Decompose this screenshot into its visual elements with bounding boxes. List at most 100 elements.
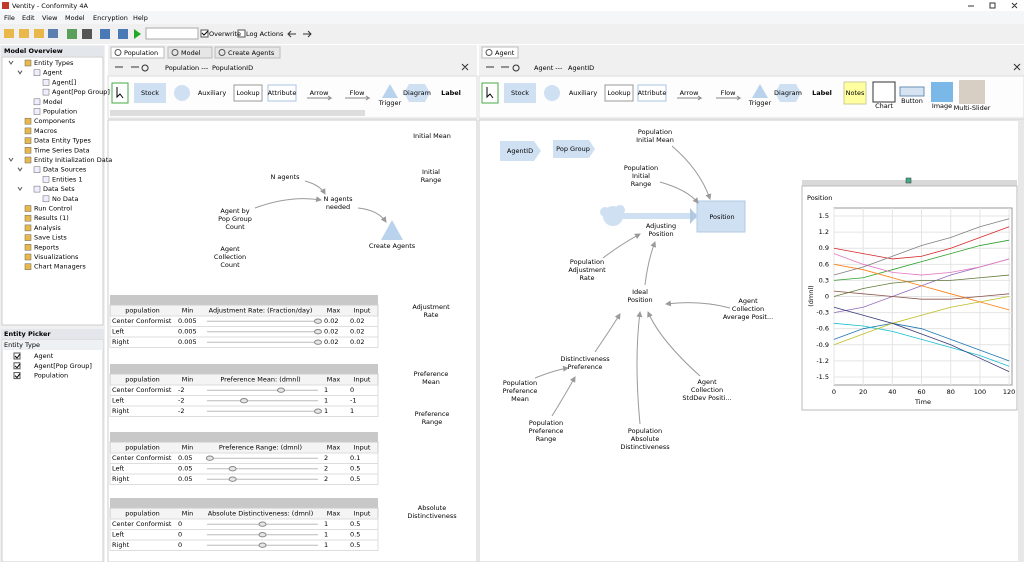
- tab-label[interactable]: Model: [181, 49, 201, 57]
- palette-tool[interactable]: Lookup: [607, 89, 630, 97]
- tree-item[interactable]: Time Series Data: [33, 146, 90, 154]
- diagram-node-label[interactable]: Initial: [632, 172, 650, 180]
- diagram-node-label[interactable]: Population: [503, 379, 537, 387]
- palette-tool[interactable]: Attribute: [638, 89, 667, 97]
- diagram-node-label[interactable]: Position: [627, 296, 652, 304]
- tree-item[interactable]: No Data: [52, 195, 78, 203]
- tree-item[interactable]: Components: [34, 117, 76, 125]
- checkbox[interactable]: [13, 352, 21, 360]
- diagram-node-label[interactable]: Collection: [214, 253, 246, 261]
- slider-thumb[interactable]: [228, 476, 237, 482]
- cell-input[interactable]: 0: [350, 386, 354, 394]
- menu-item[interactable]: View: [42, 14, 58, 22]
- diagram-node-label[interactable]: Distinctiveness: [560, 355, 610, 363]
- toolbar-icons-rect[interactable]: [82, 29, 92, 39]
- palette-tool[interactable]: Diagram: [403, 89, 431, 97]
- cell-input[interactable]: 0.02: [350, 317, 364, 325]
- diagram-node-label[interactable]: Collection: [732, 305, 764, 313]
- diagram-node-label[interactable]: Preference: [568, 363, 603, 371]
- diagram-node-label[interactable]: Create Agents: [369, 242, 416, 250]
- overwrite-checkbox-label[interactable]: Overwrite: [209, 30, 241, 38]
- diagram-node-label[interactable]: Position: [709, 213, 734, 221]
- palette-tool[interactable]: Chart: [875, 102, 893, 110]
- toolbar-icons-rect[interactable]: [100, 29, 110, 39]
- chart-handle[interactable]: [905, 177, 912, 184]
- tab-label[interactable]: Agent: [495, 49, 515, 57]
- diagram-node-label[interactable]: Mean: [511, 395, 529, 403]
- tab-label[interactable]: Create Agents: [228, 49, 275, 57]
- cell-input[interactable]: 0.5: [350, 520, 360, 528]
- diagram-node-label[interactable]: Collection: [691, 386, 723, 394]
- palette-tool[interactable]: Diagram: [774, 89, 802, 97]
- palette-tool[interactable]: Label: [812, 89, 832, 97]
- toolbar-icons[interactable]: [4, 27, 312, 40]
- palette-tool[interactable]: Flow: [350, 89, 366, 97]
- toolbar-icons-rect[interactable]: [200, 29, 209, 38]
- palette-tool[interactable]: Arrow: [680, 89, 700, 97]
- tree-item[interactable]: Data Sources: [43, 166, 87, 174]
- diagram-node-label[interactable]: Agent: [220, 245, 240, 253]
- cloud-tool[interactable]: [174, 85, 190, 101]
- log-actions-checkbox-label[interactable]: Log Actions: [246, 30, 284, 38]
- tree-item[interactable]: Analysis: [34, 224, 61, 232]
- menu-item[interactable]: Model: [65, 14, 85, 22]
- palette-tool[interactable]: Trigger: [748, 99, 772, 107]
- palette-tool[interactable]: Auxiliary: [569, 89, 597, 97]
- toolbar-icons-rect[interactable]: [4, 29, 14, 38]
- cloud-tool[interactable]: [544, 85, 560, 101]
- diagram-node-label[interactable]: AgentID: [507, 147, 533, 155]
- diagram-node-label[interactable]: Pop Group: [218, 215, 252, 223]
- palette-tool[interactable]: Label: [441, 89, 461, 97]
- tree-item[interactable]: Save Lists: [34, 234, 67, 242]
- toolbar-icons-rect[interactable]: [145, 27, 199, 40]
- tree-item[interactable]: Entity Initialization Data: [34, 156, 112, 164]
- diagram-node-label[interactable]: Rate: [580, 274, 595, 282]
- palette-tool[interactable]: Stock: [511, 89, 529, 97]
- pointer-tool[interactable]: [111, 82, 129, 104]
- entity-type[interactable]: Population: [34, 372, 68, 380]
- tree-item[interactable]: Data Entity Types: [34, 137, 92, 145]
- palette-tool[interactable]: Notes: [846, 89, 865, 97]
- menu-item[interactable]: File: [4, 14, 15, 22]
- tree-item[interactable]: Visualizations: [34, 253, 79, 261]
- tab[interactable]: [214, 46, 281, 59]
- tree-item[interactable]: Agent: [43, 69, 63, 77]
- cell-input[interactable]: 0.5: [350, 465, 360, 473]
- tree-item[interactable]: Macros: [34, 127, 58, 135]
- diagram-node-label[interactable]: Preference: [529, 427, 564, 435]
- toolbar-icons-path[interactable]: [201, 30, 209, 36]
- toolbar-icons-rect[interactable]: [48, 29, 58, 38]
- cell-input[interactable]: 0.5: [350, 475, 360, 483]
- diagram-node-label[interactable]: Agent by: [220, 207, 249, 215]
- cell-input[interactable]: 0.5: [350, 541, 360, 549]
- cell-input[interactable]: 0.02: [350, 328, 364, 336]
- tree-item[interactable]: Entity Types: [34, 59, 74, 67]
- diagram-node-label[interactable]: Pop Group: [556, 145, 590, 153]
- diagram-node-label[interactable]: Agent: [738, 297, 758, 305]
- tab[interactable]: [110, 46, 165, 59]
- tab-label[interactable]: Population: [124, 49, 158, 57]
- tree-item[interactable]: Results (1): [34, 214, 69, 222]
- palette-tool[interactable]: Button: [901, 97, 923, 105]
- menu-item[interactable]: Edit: [22, 14, 35, 22]
- slider-thumb[interactable]: [314, 318, 322, 324]
- slider-thumb[interactable]: [314, 329, 322, 335]
- tree-item[interactable]: Population: [43, 108, 77, 116]
- toolbar-icons-path[interactable]: [287, 30, 312, 38]
- diagram-node-label[interactable]: Initial Mean: [636, 136, 674, 144]
- entity-type[interactable]: Agent: [34, 352, 54, 360]
- diagram-node-label[interactable]: Preference: [503, 387, 538, 395]
- toolbar-icons-rect[interactable]: [237, 29, 246, 38]
- tab[interactable]: [167, 46, 213, 59]
- palette-tool[interactable]: Auxiliary: [198, 89, 226, 97]
- tree-item[interactable]: Chart Managers: [34, 263, 86, 271]
- slider-thumb[interactable]: [205, 455, 214, 461]
- toolbar-icons-rect[interactable]: [67, 29, 77, 39]
- diagram-node-label[interactable]: Range: [536, 435, 557, 443]
- checkbox[interactable]: [13, 362, 21, 370]
- palette-tool[interactable]: Trigger: [378, 99, 402, 107]
- palette-tool[interactable]: Multi-Slider: [954, 104, 991, 112]
- cell-input[interactable]: 1: [350, 407, 354, 415]
- slider-thumb[interactable]: [277, 387, 285, 393]
- toolbar-icons-rect[interactable]: [34, 29, 44, 38]
